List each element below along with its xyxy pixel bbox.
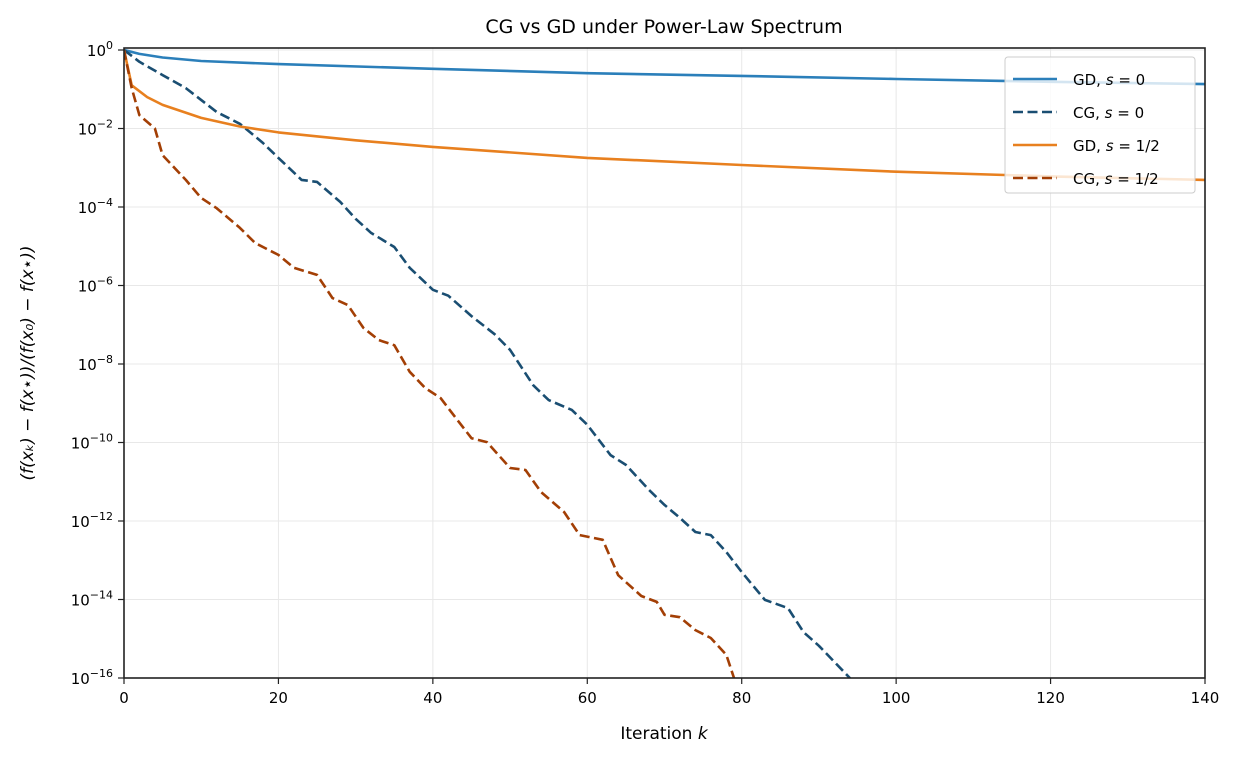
x-tick-label: 0 <box>119 689 129 707</box>
chart-title: CG vs GD under Power-Law Spectrum <box>485 16 842 38</box>
series-lines <box>124 48 1205 678</box>
y-tick-label: 10−6 <box>78 275 113 296</box>
series-line-3 <box>124 49 736 678</box>
series-line-0 <box>124 48 1205 86</box>
x-axis-ticks: 0 20 40 60 80 100 120 140 <box>119 678 1219 707</box>
y-tick-label: 10−8 <box>78 353 113 374</box>
y-tick-label: 100 <box>87 39 113 60</box>
y-axis-ticks: 100 10−2 10−4 10−6 10−8 10−10 10−12 10−14 10−16 <box>71 39 124 688</box>
plot-frame <box>123 47 1206 679</box>
y-tick-label: 10−2 <box>78 118 113 139</box>
x-tick-label: 20 <box>269 689 288 707</box>
y-tick-label: 10−12 <box>71 510 113 531</box>
x-tick-label: 120 <box>1036 689 1065 707</box>
y-axis-label: (f(xₖ) − f(x⋆))/(f(x₀) − f(x⋆)) <box>18 246 38 481</box>
y-tick-label: 10−10 <box>71 432 113 453</box>
series-line-1 <box>124 48 852 678</box>
y-tick-label: 10−14 <box>71 589 113 610</box>
y-tick-label: 10−16 <box>71 667 113 688</box>
x-tick-label: 40 <box>423 689 442 707</box>
x-tick-label: 140 <box>1191 689 1220 707</box>
series-line-2 <box>124 49 1205 182</box>
legend-label: CG, s = 0 <box>1073 104 1144 122</box>
legend-label: GD, s = 0 <box>1073 71 1145 89</box>
x-tick-label: 100 <box>882 689 911 707</box>
y-tick-label: 10−4 <box>78 196 113 217</box>
x-tick-label: 80 <box>732 689 751 707</box>
legend-label: CG, s = 1/2 <box>1073 170 1159 188</box>
legend-box <box>1004 56 1196 194</box>
legend-label: GD, s = 1/2 <box>1073 137 1160 155</box>
x-tick-label: 60 <box>578 689 597 707</box>
x-axis-label: Iteration k <box>620 724 709 744</box>
legend: GD, s = 0 CG, s = 0 GD, s = 1/2 CG, s = 1/2 <box>1004 56 1196 194</box>
